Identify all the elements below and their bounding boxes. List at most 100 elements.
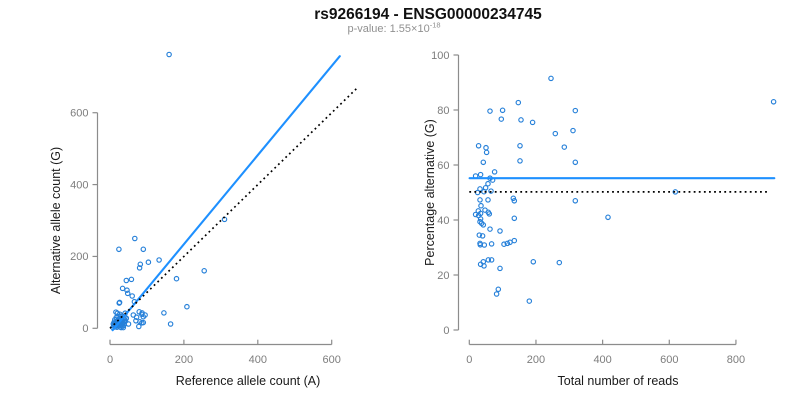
data-point (118, 324, 124, 331)
data-point (483, 149, 490, 156)
data-point (136, 265, 143, 271)
data-point (116, 246, 122, 253)
data-point (478, 202, 484, 209)
identity-line (109, 86, 359, 329)
data-point (479, 233, 486, 239)
x-tick-label: 0 (107, 354, 113, 366)
figure-subtitle: p-value: 1.55×10-18 (347, 20, 441, 35)
data-point (511, 237, 518, 244)
data-point (515, 99, 522, 106)
data-point (486, 211, 493, 217)
data-point (485, 197, 491, 203)
y-axis-title: Percentage alternative (G) (423, 119, 437, 266)
data-point (530, 259, 537, 265)
data-point (481, 263, 487, 269)
data-point (173, 275, 180, 282)
data-point (483, 144, 489, 151)
data-point (526, 298, 533, 304)
data-point (605, 214, 611, 221)
y-tick-label: 400 (70, 179, 88, 191)
data-point (139, 320, 145, 326)
data-point (499, 107, 506, 114)
data-point (128, 276, 135, 283)
data-point (504, 240, 511, 247)
data-points (472, 75, 777, 304)
data-point (477, 171, 484, 178)
data-point (672, 189, 679, 195)
data-point (495, 286, 502, 293)
y-tick-label: 80 (437, 105, 449, 117)
data-point (133, 314, 140, 320)
data-point (511, 215, 518, 222)
data-point (488, 188, 494, 194)
data-point (556, 259, 563, 266)
y-tick-label: 60 (437, 160, 449, 172)
y-tick-label: 0 (82, 323, 88, 335)
data-point (487, 108, 493, 114)
data-points (110, 51, 228, 331)
data-point (517, 143, 523, 149)
data-point (117, 313, 124, 319)
data-point (501, 241, 507, 247)
data-point (552, 130, 559, 137)
data-point (517, 158, 523, 164)
data-point (116, 299, 123, 306)
data-point (123, 315, 130, 321)
data-point (497, 265, 503, 272)
x-tick-label: 200 (175, 354, 193, 366)
data-point (476, 232, 483, 238)
data-point (472, 211, 479, 218)
x-tick-label: 400 (249, 354, 267, 366)
x-tick-label: 400 (593, 354, 611, 366)
data-point (498, 116, 505, 122)
data-point (493, 291, 500, 297)
y-tick-label: 0 (443, 325, 449, 337)
x-tick-label: 200 (527, 354, 545, 366)
data-point (485, 257, 492, 263)
data-point (123, 277, 130, 284)
data-point (161, 310, 167, 316)
data-point (491, 169, 498, 175)
data-point (166, 51, 172, 58)
data-point (572, 198, 579, 204)
data-point (167, 321, 174, 327)
figure-title: rs9266194 - ENSG00000234745 (314, 6, 542, 23)
x-tick-label: 0 (466, 354, 472, 366)
data-point (132, 235, 138, 242)
data-point (156, 257, 162, 263)
data-point (480, 222, 487, 228)
data-point (511, 198, 518, 204)
data-point (113, 309, 119, 315)
fit-line (111, 55, 341, 332)
data-point (119, 285, 126, 292)
data-point (136, 323, 142, 330)
data-point (129, 293, 135, 299)
x-axis-title: Total number of reads (558, 374, 679, 388)
y-tick-label: 100 (431, 50, 449, 62)
data-point (110, 321, 117, 327)
data-point (561, 144, 568, 150)
data-point (572, 107, 579, 114)
data-point (475, 143, 482, 149)
data-point (477, 210, 484, 217)
data-point (481, 242, 488, 248)
x-axis-title: Reference allele count (A) (176, 374, 321, 388)
data-point (497, 228, 503, 234)
data-point (120, 324, 127, 331)
data-point (477, 197, 483, 203)
data-point (548, 75, 554, 82)
data-point (770, 99, 777, 105)
x-tick-label: 800 (727, 354, 745, 366)
data-point (124, 287, 130, 293)
pvalue-exponent: -18 (429, 20, 441, 30)
data-point (145, 259, 152, 265)
data-point (529, 119, 536, 126)
pvalue-text: p-value: 1.55×10 (347, 23, 430, 35)
data-point (570, 127, 576, 134)
data-point (480, 159, 487, 166)
x-tick-label: 600 (660, 354, 678, 366)
percentage-scatter: 0 20 40 60 80 100 0 200 400 600 800 Total number of… (423, 50, 777, 388)
